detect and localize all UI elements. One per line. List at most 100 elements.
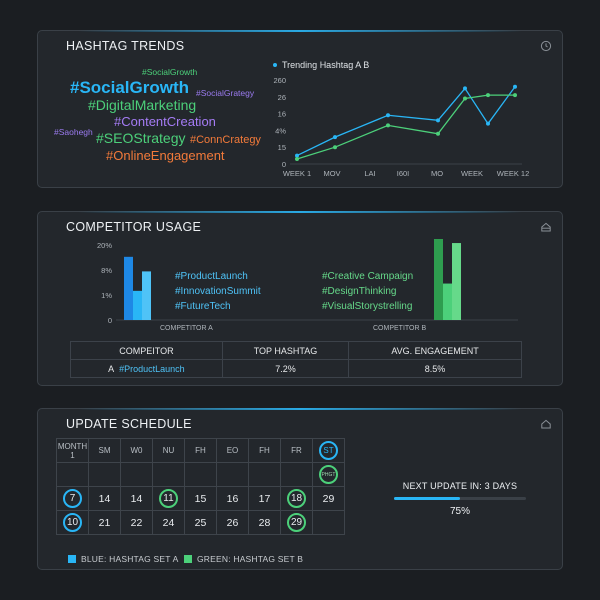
top-hashtag-link[interactable]: #ProductLaunch — [119, 363, 185, 374]
x-tick-label: WEEK — [461, 169, 483, 178]
hashtag-trends-panel: HASHTAG TRENDS — [37, 30, 563, 188]
hashtag-trends-title: HASHTAG TRENDS — [66, 39, 185, 53]
calendar-day-cell[interactable] — [56, 462, 89, 487]
home-icon[interactable] — [540, 221, 552, 233]
update-schedule-title: UPDATE SCHEDULE — [66, 417, 192, 431]
calendar-day-cell[interactable]: 25 — [184, 510, 217, 535]
calendar-day-cell[interactable]: 10 — [56, 510, 89, 535]
calendar-day-cell[interactable]: 16 — [216, 486, 249, 511]
calendar-day-cell[interactable]: 28 — [248, 510, 281, 535]
competitor-a-tag[interactable]: #FutureTech — [175, 301, 231, 312]
calendar-day-cell[interactable]: 21 — [88, 510, 121, 535]
calendar-day-cell[interactable]: 22 — [120, 510, 153, 535]
competitor-b-tag[interactable]: #Creative Campaign — [322, 271, 414, 282]
series-point[interactable] — [333, 145, 337, 150]
series-point[interactable] — [386, 123, 390, 128]
competitor-b-tag[interactable]: #VisualStorystrelling — [322, 301, 413, 312]
calendar-day-header: FH — [248, 438, 281, 463]
y-tick-label: 1% — [101, 291, 112, 300]
calendar-day-cell[interactable] — [184, 462, 217, 487]
series-point[interactable] — [295, 156, 299, 161]
table-row[interactable]: A #ProductLaunch 7.2% 8.5% — [70, 359, 522, 378]
legend-set-b: GREEN: HASHTAG SET B — [184, 554, 303, 564]
blue-swatch — [68, 555, 76, 563]
calendar-day-cell[interactable]: 18 — [280, 486, 313, 511]
y-tick-label: 16 — [278, 110, 286, 119]
avg-engagement-value: 8.5% — [348, 359, 522, 378]
green-swatch — [184, 555, 192, 563]
competitor-bar[interactable] — [434, 239, 443, 320]
calendar-day-cell[interactable]: 24 — [152, 510, 185, 535]
series-point[interactable] — [513, 93, 517, 98]
calendar-day-cell[interactable]: 11 — [152, 486, 185, 511]
series-point[interactable] — [386, 113, 390, 118]
series-point[interactable] — [463, 96, 467, 101]
calendar-day-cell[interactable] — [88, 462, 121, 487]
calendar-day-cell[interactable] — [248, 462, 281, 487]
calendar-day-cell[interactable]: 14 — [120, 486, 153, 511]
competitor-bar[interactable] — [124, 256, 133, 320]
calendar-day-cell[interactable]: 29 — [280, 510, 313, 535]
y-tick-label: 15 — [278, 143, 286, 152]
series-point[interactable] — [436, 131, 440, 136]
home-icon[interactable] — [540, 418, 552, 430]
competitor-bar[interactable] — [443, 283, 452, 320]
x-tick-label: LAI — [364, 169, 375, 178]
competitor-bar[interactable] — [452, 243, 461, 320]
update-progress-bar — [394, 497, 526, 500]
calendar-day-header: MONTH 1 — [56, 438, 89, 463]
y-tick-label: 20% — [97, 241, 112, 250]
series-line — [296, 94, 515, 160]
x-tick-label: WEEK 12 — [497, 169, 530, 178]
y-tick-label: 260 — [273, 76, 286, 85]
cloud-tag[interactable]: #Saohegh — [54, 127, 93, 137]
series-point[interactable] — [486, 93, 490, 98]
calendar-day-cell[interactable]: 17 — [248, 486, 281, 511]
calendar-day-cell[interactable]: 7 — [56, 486, 89, 511]
calendar-day-cell[interactable] — [312, 510, 345, 535]
competitor-b-tag[interactable]: #DesignThinking — [322, 286, 397, 297]
competitor-bar[interactable] — [142, 271, 151, 320]
top-hashtag-share: 7.2% — [221, 359, 350, 378]
y-tick-label: 0 — [108, 316, 112, 325]
series-point[interactable] — [436, 118, 440, 123]
cloud-tag[interactable]: #SocialGrowth — [142, 67, 198, 77]
cloud-tag[interactable]: #OnlineEngagement — [106, 148, 225, 163]
series-point[interactable] — [486, 121, 490, 126]
series-point[interactable] — [463, 86, 467, 91]
x-tick-label: MOV — [323, 169, 340, 178]
series-point[interactable] — [513, 84, 517, 89]
cloud-tag[interactable]: #SEOStrategy — [96, 130, 186, 146]
calendar-day-cell[interactable] — [152, 462, 185, 487]
series-point[interactable] — [295, 153, 299, 158]
cloud-tag[interactable]: #ContentCreation — [114, 114, 216, 129]
calendar-day-cell[interactable]: 14 — [88, 486, 121, 511]
competitor-a-tag[interactable]: #InnovationSummit — [175, 286, 261, 297]
cloud-tag[interactable]: #SocialGrategy — [196, 88, 255, 98]
cloud-tag[interactable]: #DigitalMarketing — [88, 97, 197, 113]
clock-icon[interactable] — [540, 40, 552, 52]
calendar-day-cell[interactable] — [280, 462, 313, 487]
calendar-day-cell[interactable]: PHGT — [312, 462, 345, 487]
table-header: AVG. ENGAGEMENT — [348, 341, 522, 360]
calendar-day-cell[interactable]: 29 — [312, 486, 345, 511]
calendar-day-header: ST — [312, 438, 345, 463]
competitor-bar-chart: 20% 8% 1% 0 COMPETITOR A COMPETITOR B — [97, 239, 518, 332]
legend-set-a: BLUE: HASHTAG SET A — [68, 554, 179, 564]
series-point[interactable] — [333, 135, 337, 140]
calendar-day-cell[interactable]: 26 — [216, 510, 249, 535]
legend-a-label: BLUE: HASHTAG SET A — [81, 554, 179, 564]
calendar-day-header: W0 — [120, 438, 153, 463]
chart-legend: Trending Hashtag A B — [282, 60, 369, 70]
x-tick-label: WEEK 1 — [283, 169, 311, 178]
cloud-tag[interactable]: #SocialGrowth — [70, 78, 190, 97]
update-progress-text: 75% — [449, 506, 470, 517]
competitor-bar[interactable] — [133, 290, 142, 320]
x-tick-label: MO — [431, 169, 443, 178]
competitor-b-label: COMPETITOR B — [373, 325, 426, 332]
competitor-a-tag[interactable]: #ProductLaunch — [175, 271, 248, 282]
calendar-day-cell[interactable] — [120, 462, 153, 487]
cloud-tag[interactable]: #ConnCrategy — [190, 134, 261, 146]
calendar-day-cell[interactable]: 15 — [184, 486, 217, 511]
calendar-day-cell[interactable] — [216, 462, 249, 487]
